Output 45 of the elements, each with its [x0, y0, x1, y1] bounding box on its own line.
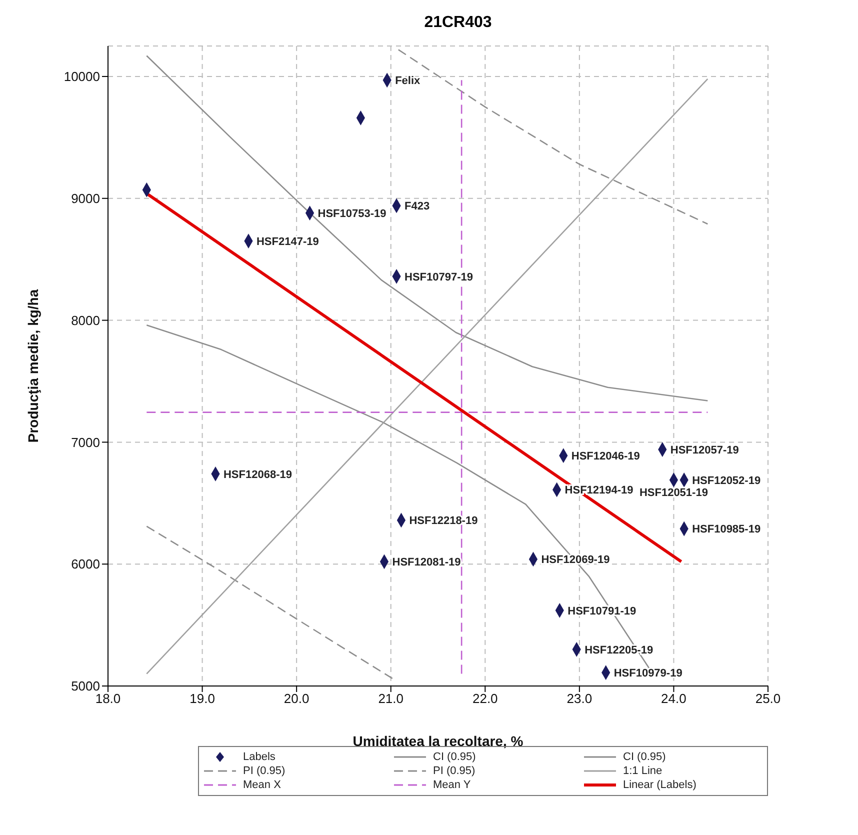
x-tick-label: 23.0	[566, 691, 592, 706]
annotation: HSF12046-19	[571, 450, 640, 463]
line-series	[146, 526, 394, 680]
legend-label: 1:1 Line	[623, 765, 662, 777]
legend-label: Mean Y	[433, 779, 471, 791]
legend-label: PI (0.95)	[433, 765, 476, 777]
x-tick-label: 18.0	[95, 691, 121, 706]
annotation: HSF10791-19	[568, 605, 636, 618]
annotation: HSF10979-19	[614, 667, 682, 680]
y-tick-label: 5000	[71, 678, 100, 694]
x-tick-label: 19.0	[190, 691, 215, 706]
annotation: Felix	[395, 75, 422, 88]
y-tick-label: 7000	[71, 434, 100, 450]
annotation: HSF12057-19	[670, 444, 739, 456]
legend-label: Labels	[243, 751, 276, 763]
y-axis-title: Producţia medie, kg/ha	[24, 289, 41, 443]
annotation: HSF12068-19	[223, 468, 292, 481]
annotation: HSF2147-19	[256, 236, 319, 248]
line-series	[146, 55, 708, 402]
legend-label: Linear (Labels)	[623, 779, 696, 791]
y-tick-label: 10000	[64, 69, 100, 84]
annotation: F423	[404, 200, 430, 213]
x-axis-title: Umiditatea la recoltare, %	[352, 733, 524, 749]
annotation: HSF10753-19	[318, 208, 386, 220]
x-tick-label: 20.0	[284, 691, 310, 706]
line-series	[398, 49, 708, 225]
annotation: HSF12205-19	[584, 644, 654, 656]
legend-label: CI (0.95)	[623, 751, 666, 763]
legend-label: CI (0.95)	[433, 751, 476, 763]
annotation: HSF12052-19	[692, 474, 761, 487]
y-tick-label: 6000	[71, 556, 100, 572]
x-tick-label: 22.0	[472, 691, 498, 706]
annotation: HSF10985-19	[692, 524, 761, 536]
x-tick-label: 25.0	[755, 691, 781, 706]
chart-title: 21CR403	[423, 14, 493, 32]
y-tick-label: 8000	[71, 312, 100, 328]
legend-label: PI (0.95)	[243, 765, 286, 777]
annotation: HSF12218-19	[409, 515, 478, 528]
legend-label: Mean X	[243, 779, 281, 791]
y-tick-label: 9000	[71, 190, 100, 206]
annotation: HSF12051-19	[639, 486, 708, 499]
x-tick-label: 21.0	[378, 691, 404, 706]
annotation: HSF12069-19	[541, 554, 610, 566]
x-tick-label: 24.0	[661, 691, 686, 706]
annotation: HSF12081-19	[392, 556, 461, 569]
